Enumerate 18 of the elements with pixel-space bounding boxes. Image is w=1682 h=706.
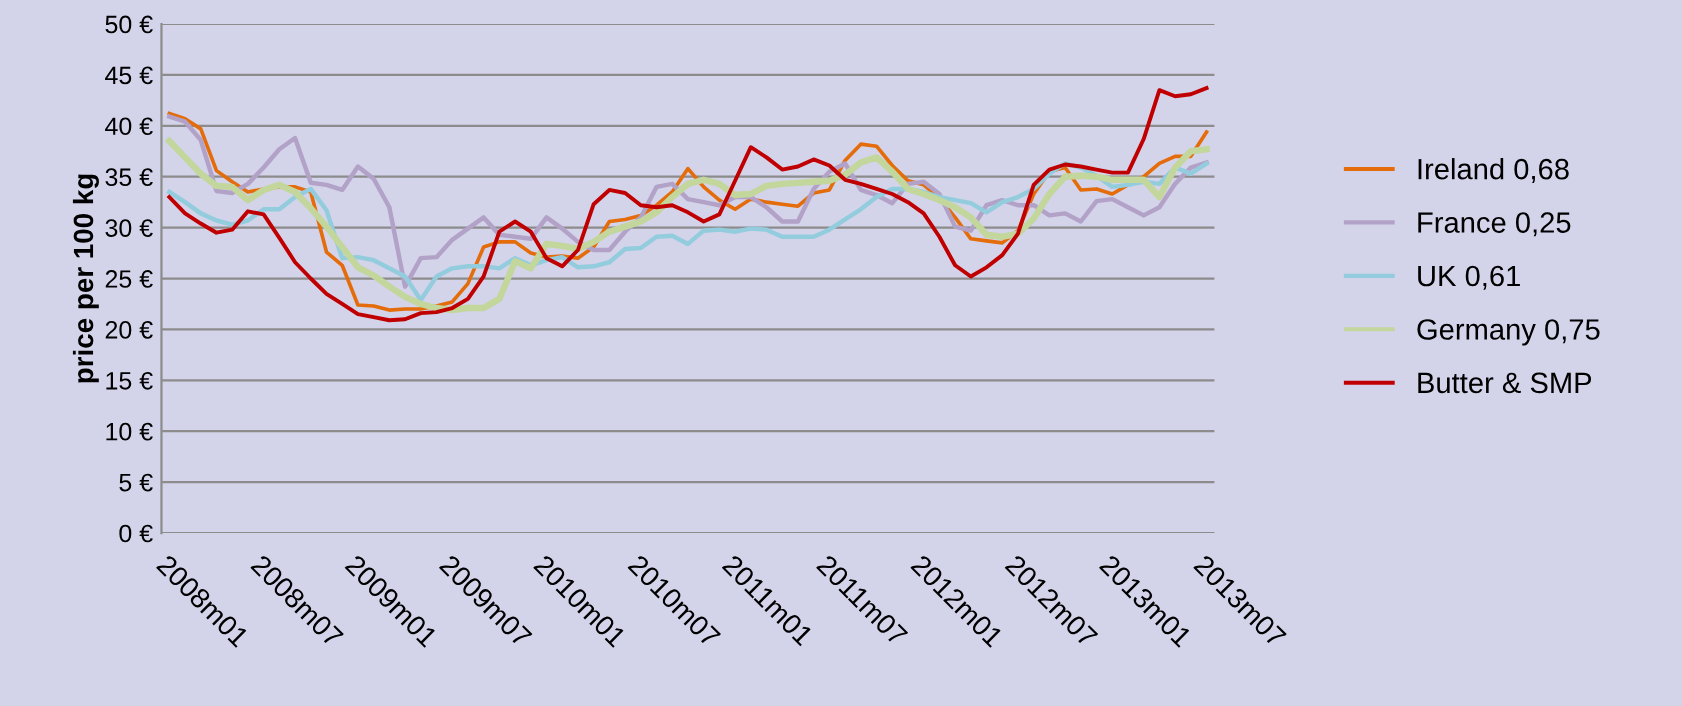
y-tick-label: 15 € — [106, 371, 153, 390]
y-tick-label: 30 € — [105, 219, 153, 237]
y-tick-label: 35 € — [105, 168, 153, 187]
legend-label: France 0,25 — [1418, 212, 1571, 237]
line-series — [167, 86, 1209, 323]
y-tick-label: 20 € — [105, 321, 153, 339]
y-tick-label: 0 € — [119, 524, 153, 543]
y-tick-label: 45 € — [105, 66, 153, 85]
y-tick-label: 5 € — [119, 473, 153, 492]
legend-label: Butter & SMP — [1418, 372, 1592, 394]
y-tick-label: 50 € — [105, 15, 153, 34]
legend-label: UK 0,61 — [1418, 265, 1520, 290]
legend-label: Ireland 0,68 — [1418, 158, 1569, 183]
y-tick-label: 25 € — [105, 270, 153, 288]
y-tick-label: 40 € — [105, 117, 153, 136]
legend-label: Germany 0,75 — [1417, 319, 1600, 346]
y-axis-title: price per 100 kg — [72, 174, 99, 383]
y-tick-label: 10 € — [106, 422, 153, 441]
